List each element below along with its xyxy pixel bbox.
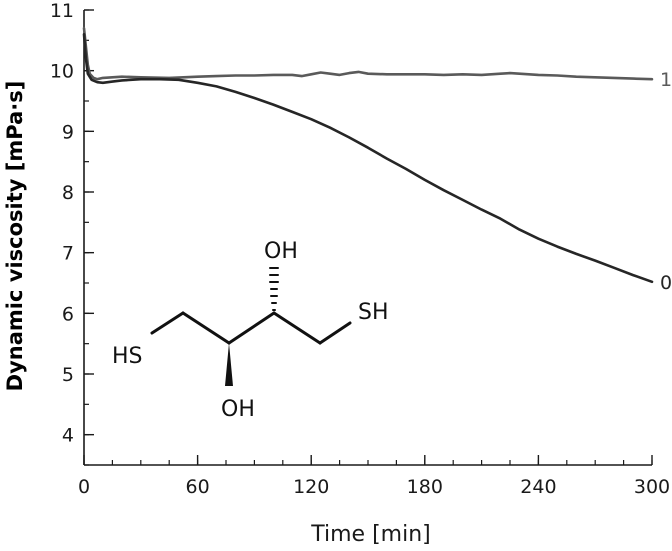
y-tick-label: 7 (62, 243, 74, 265)
x-tick-label: 0 (78, 476, 90, 498)
wedge-bond (225, 343, 233, 386)
series-label-0: 0 (660, 272, 672, 294)
y-tick-label: 4 (62, 425, 74, 447)
bond-s-c1 (150, 311, 185, 335)
x-tick-label: 120 (293, 476, 329, 498)
x-tick-label: 60 (186, 476, 210, 498)
series-end-labels: 10 (660, 69, 672, 294)
y-tick-label: 11 (50, 0, 74, 22)
y-tick-label: 10 (50, 61, 74, 83)
x-axis-title: Time [min] (310, 522, 431, 547)
x-tick-label: 180 (407, 476, 443, 498)
mol-label-oh-top: OH (264, 239, 298, 264)
x-tick-label: 240 (520, 476, 556, 498)
bond-c3-c4 (272, 311, 322, 345)
series-lines (82, 26, 654, 284)
bond-c4-s (318, 321, 352, 345)
mol-label-hs: HS (112, 344, 143, 369)
bond-c2-c3 (227, 311, 276, 345)
series-line-1 (82, 26, 654, 81)
hash-bond (269, 267, 279, 311)
x-tick-label: 300 (634, 476, 670, 498)
y-tick-label: 6 (62, 303, 74, 325)
bond-c1-c2 (181, 311, 231, 345)
y-tick-label: 8 (62, 182, 74, 204)
y-axis-title: Dynamic viscosity [mPa·s] (3, 81, 27, 392)
tick-marks (83, 9, 653, 466)
y-tick-label: 5 (62, 364, 74, 386)
series-line-0 (82, 32, 654, 284)
molecule-structure (150, 267, 352, 386)
y-tick-label: 9 (62, 121, 74, 143)
mol-label-sh: SH (358, 300, 389, 325)
mol-label-oh-bottom: OH (221, 397, 255, 422)
series-label-1: 1 (660, 69, 672, 91)
